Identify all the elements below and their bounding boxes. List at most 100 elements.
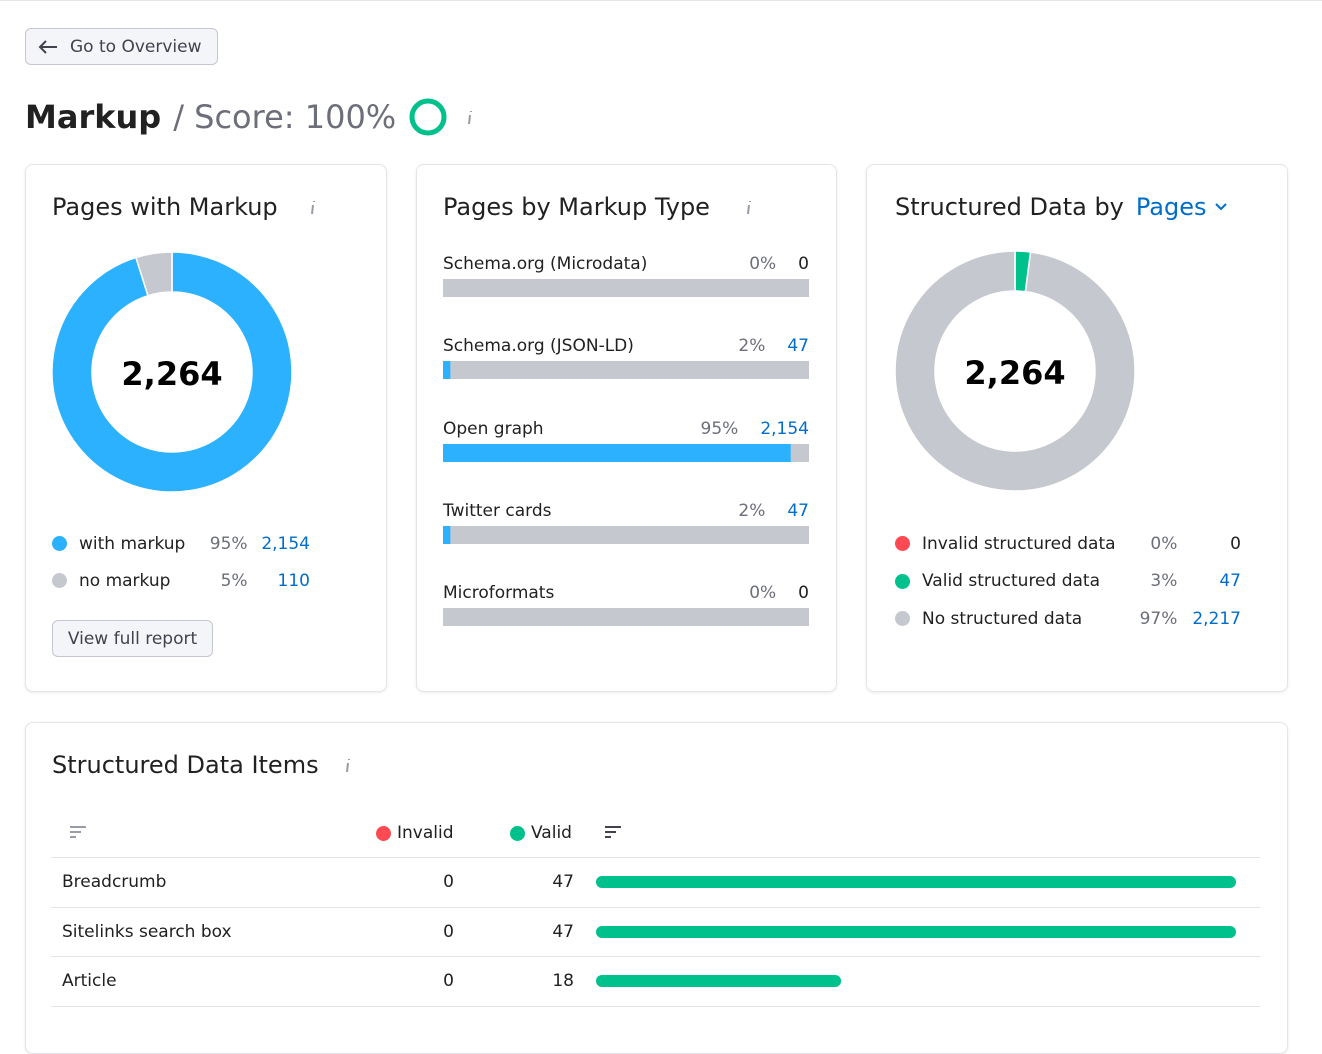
legend-count: 0 — [1230, 533, 1241, 554]
valid-bar — [596, 876, 1236, 889]
bar — [443, 525, 451, 544]
donut-segment — [134, 251, 173, 297]
donut-segment — [894, 250, 1136, 492]
header-label: Valid — [531, 823, 572, 843]
legend: with markup 95% 2,154 no markup 5% 110 — [52, 525, 310, 599]
type-label: Schema.org (Microdata) — [443, 254, 648, 274]
track — [443, 361, 809, 380]
card-title: Structured Data Items — [52, 751, 319, 779]
bar-cell — [596, 975, 842, 988]
items-table: Breadcrumb 0 47 Sitelinks search box 0 47 Arti… — [51, 857, 1260, 1007]
donut — [894, 250, 1136, 492]
info-icon[interactable] — [344, 757, 352, 773]
invalid-count: 0 — [443, 971, 454, 992]
type-header: Twitter cards 2% 47 — [443, 501, 809, 521]
legend-count: 47 — [1219, 571, 1241, 592]
bar-track — [443, 443, 809, 462]
type-percent: 2% — [738, 336, 766, 357]
legend-count: 110 — [277, 570, 310, 591]
valid-count: 18 — [552, 971, 574, 992]
type-percent: 0% — [749, 254, 777, 274]
button-label: View full report — [67, 628, 198, 649]
type-row: Schema.org (JSON-LD) 2% 47 — [443, 336, 809, 418]
type-count: 47 — [787, 500, 809, 521]
type-percent: 95% — [700, 418, 739, 439]
valid-count: 47 — [552, 872, 574, 893]
info-icon[interactable] — [745, 199, 753, 215]
chevron-icon[interactable] — [1214, 203, 1227, 211]
bar-cell — [596, 876, 1236, 889]
type-count: 47 — [787, 336, 809, 357]
card-title: Structured Data by — [895, 193, 1124, 221]
sort-icon[interactable] — [70, 825, 88, 839]
legend-dot — [895, 536, 910, 552]
legend-label: Invalid structured data — [922, 533, 1116, 554]
card-header: Structured Data by Pages — [895, 193, 1227, 221]
card-markup-types: Pages by Markup Type Schema.org (Microda… — [416, 164, 837, 692]
info-icon[interactable] — [466, 109, 474, 125]
legend-percent: 5% — [220, 570, 248, 591]
dropdown[interactable]: Pages — [1135, 193, 1207, 221]
legend-count: 2,217 — [1192, 608, 1241, 629]
legend-dot — [52, 573, 67, 588]
type-label: Open graph — [443, 418, 544, 439]
legend-percent: 3% — [1150, 571, 1178, 592]
type-header: Schema.org (JSON-LD) 2% 47 — [443, 336, 809, 356]
view-report-button[interactable]: View full report — [52, 620, 213, 657]
score-arc — [409, 98, 447, 136]
item-name: Sitelinks search box — [62, 921, 232, 942]
bar-track — [443, 279, 809, 297]
type-row: Twitter cards 2% 47 — [443, 501, 809, 583]
page-header: Markup / Score: 100% — [25, 96, 474, 138]
legend-dot — [895, 611, 910, 627]
bar-track — [443, 361, 809, 380]
invalid-count: 0 — [443, 921, 454, 942]
legend-label: with markup — [79, 533, 186, 554]
sort-icon[interactable] — [605, 825, 623, 839]
type-label: Microformats — [443, 583, 555, 604]
legend-dot — [895, 573, 910, 589]
legend-percent: 0% — [1150, 533, 1178, 554]
legend-row: Invalid structured data 0% 0 — [895, 525, 1241, 563]
row-divider — [51, 857, 1260, 858]
card-title: Pages by Markup Type — [443, 193, 710, 221]
type-label: Twitter cards — [443, 500, 552, 521]
legend-row: no markup 5% 110 — [52, 562, 310, 599]
bar — [443, 361, 451, 380]
donut — [51, 251, 293, 493]
item-name: Article — [62, 971, 117, 992]
score-label: / Score: 100% — [173, 98, 397, 136]
valid-count: 47 — [552, 921, 574, 942]
bar — [443, 443, 791, 462]
donut-total: 2,264 — [964, 354, 1066, 392]
type-label: Schema.org (JSON-LD) — [443, 336, 634, 357]
bar-track — [443, 608, 809, 627]
legend-row: No structured data 97% 2,217 — [895, 600, 1241, 638]
track — [443, 279, 809, 297]
card-title: Pages with Markup — [52, 193, 278, 221]
back-label: Go to Overview — [70, 36, 202, 57]
legend: Invalid structured data 0% 0 Valid structur… — [895, 525, 1241, 638]
header-label: Invalid — [397, 823, 454, 843]
type-row: Schema.org (Microdata) 0% 0 — [443, 254, 809, 336]
back-button[interactable]: Go to Overview — [25, 28, 218, 65]
valid-bar — [596, 925, 1236, 938]
type-count: 2,154 — [760, 418, 809, 439]
table-row: Breadcrumb 0 47 — [51, 858, 1260, 908]
legend-percent: 97% — [1139, 608, 1178, 629]
type-list: Schema.org (Microdata) 0% 0 Schema.org (JSO… — [443, 254, 809, 665]
item-name: Breadcrumb — [62, 872, 167, 893]
bar-track — [443, 525, 809, 544]
card-pages-with-markup: Pages with Markup 2,264 with markup 95% 2,… — [25, 164, 387, 692]
info-icon[interactable] — [309, 199, 317, 215]
legend-row: Valid structured data 3% 47 — [895, 563, 1241, 601]
card-items: Structured Data Items Invalid Valid Brea… — [25, 722, 1288, 1054]
track — [443, 608, 809, 627]
type-count: 0 — [798, 254, 809, 274]
type-header: Microformats 0% 0 — [443, 583, 809, 603]
legend-label: Valid structured data — [922, 571, 1101, 592]
type-count: 0 — [798, 583, 809, 604]
type-percent: 0% — [749, 583, 777, 604]
top-border — [0, 0, 1322, 1]
